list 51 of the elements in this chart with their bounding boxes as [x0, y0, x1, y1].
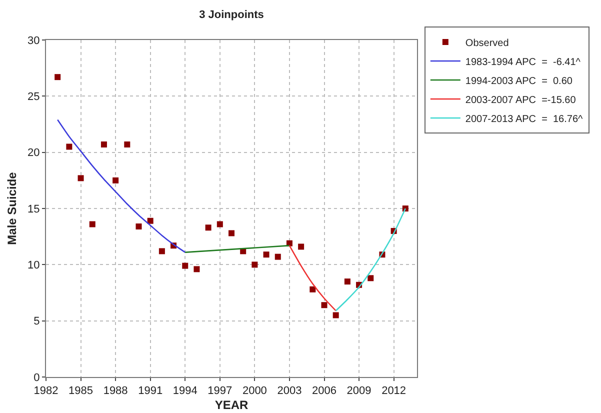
- x-axis-title: YEAR: [214, 398, 248, 412]
- point: [274, 254, 281, 260]
- x-tick-label: 1988: [103, 385, 128, 398]
- point: [158, 248, 165, 254]
- y-tick-label: 25: [28, 91, 40, 104]
- point: [368, 275, 374, 282]
- y-tick-label: 5: [34, 316, 40, 328]
- point: [298, 244, 304, 250]
- x-tick-label: 1985: [68, 385, 94, 398]
- legend-label: 1994-2003 APC = 0.60: [465, 76, 573, 87]
- point: [344, 278, 350, 285]
- point: [216, 221, 223, 228]
- legend-label: 1983-1994 APC = -6.41^: [465, 56, 581, 68]
- line-series: [56, 119, 186, 253]
- x-tick-label: 2006: [312, 385, 336, 398]
- point: [263, 252, 270, 258]
- point: [194, 266, 200, 272]
- y-tick-label: 15: [28, 203, 40, 216]
- legend-label: 2007-2013 APC = 16.76^: [465, 114, 584, 125]
- point: [78, 175, 84, 182]
- point: [321, 302, 328, 308]
- point: [66, 144, 72, 150]
- y-tick-label: 10: [28, 260, 40, 272]
- point: [124, 141, 130, 148]
- point: [89, 221, 96, 228]
- point: [205, 224, 212, 231]
- x-tick-label: 2003: [277, 385, 302, 398]
- x-tick-label: 1991: [138, 385, 163, 398]
- x-tick-label: 2009: [346, 385, 372, 398]
- x-tick-label: 1982: [34, 385, 58, 398]
- point: [54, 74, 61, 80]
- y-tick-label: 0: [34, 372, 40, 384]
- legend-label: Observed: [465, 38, 509, 49]
- x-tick-label: 2012: [382, 385, 406, 398]
- y-tick-label: 30: [28, 34, 40, 47]
- x-tick-label: 2000: [242, 385, 267, 398]
- x-tick-label: 1997: [208, 385, 232, 398]
- point: [332, 312, 339, 318]
- point: [100, 141, 107, 148]
- point: [147, 218, 154, 224]
- point: [136, 223, 142, 230]
- legend-label: 2003-2007 APC =-15.60: [465, 94, 576, 106]
- chart-title: 3 Joinpoints: [199, 9, 264, 22]
- point: [228, 230, 234, 236]
- y-tick-label: 20: [28, 147, 40, 160]
- point: [310, 286, 316, 292]
- point: [112, 177, 119, 184]
- point: [182, 262, 188, 269]
- y-axis-title: Male Suicide: [4, 172, 19, 245]
- x-tick-label: 1994: [172, 385, 198, 398]
- point: [252, 262, 258, 268]
